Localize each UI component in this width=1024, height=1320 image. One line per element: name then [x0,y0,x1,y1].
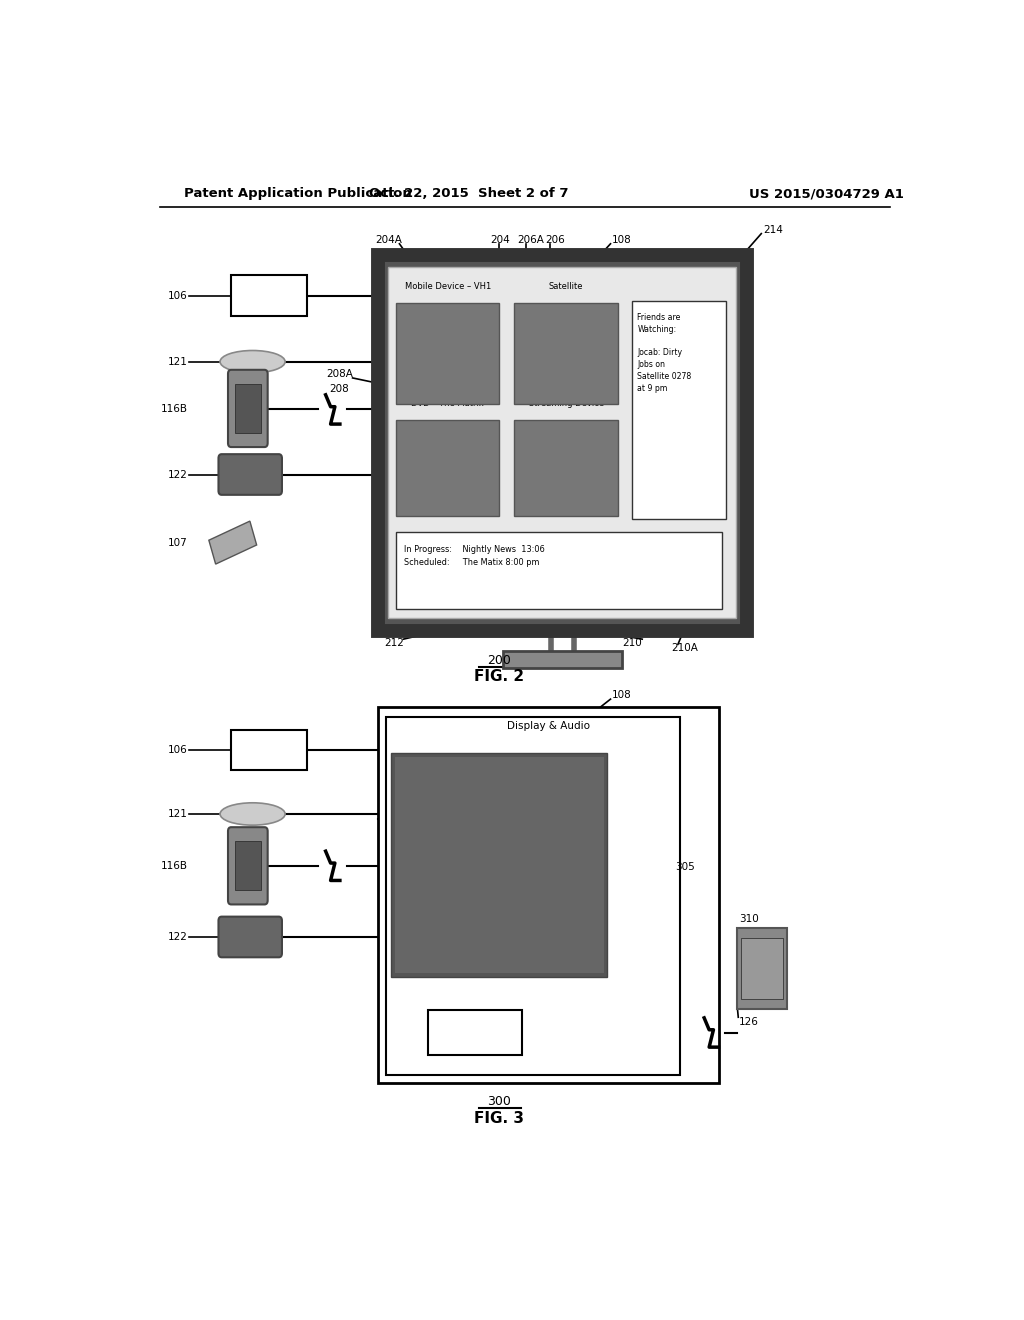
Text: 200: 200 [487,653,511,667]
Text: STB: STB [256,289,282,302]
FancyBboxPatch shape [386,718,680,1076]
Text: 310: 310 [739,913,759,924]
Text: 116B: 116B [161,861,187,871]
FancyBboxPatch shape [231,276,306,315]
Text: STB: STB [256,743,282,756]
Text: Encoder: Encoder [454,1027,496,1038]
Text: 116B: 116B [161,404,187,414]
Text: US 2015/0304729 A1: US 2015/0304729 A1 [749,187,904,201]
FancyBboxPatch shape [394,758,604,973]
Text: Patent Application Publication: Patent Application Publication [183,187,412,201]
Text: DVD – The Matrix: DVD – The Matrix [412,399,484,408]
Text: 210: 210 [622,639,642,648]
Text: 107: 107 [168,537,187,548]
Text: 126: 126 [739,1018,759,1027]
Text: 305: 305 [676,862,695,871]
FancyBboxPatch shape [396,420,500,516]
Ellipse shape [220,803,285,825]
FancyBboxPatch shape [236,384,260,433]
FancyBboxPatch shape [396,532,722,609]
Text: Friends are
Watching:

Jocab: Dirty
Jobs on
Satellite 0278
at 9 pm: Friends are Watching: Jocab: Dirty Jobs … [638,313,692,392]
FancyBboxPatch shape [514,302,617,404]
FancyBboxPatch shape [632,301,726,519]
Text: 106: 106 [168,290,187,301]
Text: 300: 300 [487,1096,511,1107]
Text: 121: 121 [168,356,187,367]
FancyBboxPatch shape [741,939,782,999]
FancyBboxPatch shape [391,752,607,977]
Text: 204A: 204A [376,235,402,244]
Text: In Progress:    Nightly News  13:06
Scheduled:     The Matix 8:00 pm: In Progress: Nightly News 13:06 Schedule… [404,545,545,566]
Text: 208A: 208A [327,368,353,379]
Text: 122: 122 [168,470,187,479]
FancyBboxPatch shape [396,302,500,404]
Text: Mobile Device – VH1: Mobile Device – VH1 [404,282,490,290]
FancyBboxPatch shape [236,841,260,890]
FancyBboxPatch shape [218,454,282,495]
Text: Streaming Device: Streaming Device [528,399,603,408]
Text: FIG. 2: FIG. 2 [474,669,524,684]
Text: Oct. 22, 2015  Sheet 2 of 7: Oct. 22, 2015 Sheet 2 of 7 [370,187,569,201]
Text: 206A: 206A [518,235,545,244]
Text: 122: 122 [168,932,187,942]
FancyBboxPatch shape [428,1010,521,1055]
Text: 108: 108 [612,690,632,700]
FancyBboxPatch shape [737,928,786,1008]
FancyBboxPatch shape [231,730,306,771]
FancyBboxPatch shape [228,370,267,447]
Text: 210A: 210A [672,643,698,653]
Text: 204: 204 [489,235,510,244]
Text: 106: 106 [168,744,187,755]
Text: FIG. 3: FIG. 3 [474,1111,524,1126]
FancyBboxPatch shape [388,267,736,618]
Text: 108: 108 [612,235,632,244]
FancyBboxPatch shape [503,651,622,668]
FancyBboxPatch shape [228,828,267,904]
Text: 121: 121 [168,809,187,818]
Polygon shape [209,521,257,564]
FancyBboxPatch shape [218,916,282,957]
Text: 208: 208 [329,384,348,395]
FancyBboxPatch shape [378,255,748,631]
Text: Display & Audio: Display & Audio [507,721,590,730]
Text: 212: 212 [384,639,403,648]
Text: 214: 214 [763,224,782,235]
FancyBboxPatch shape [378,708,719,1084]
Ellipse shape [220,351,285,372]
FancyBboxPatch shape [514,420,617,516]
Text: Satellite: Satellite [549,282,584,290]
Text: 206: 206 [546,235,565,244]
